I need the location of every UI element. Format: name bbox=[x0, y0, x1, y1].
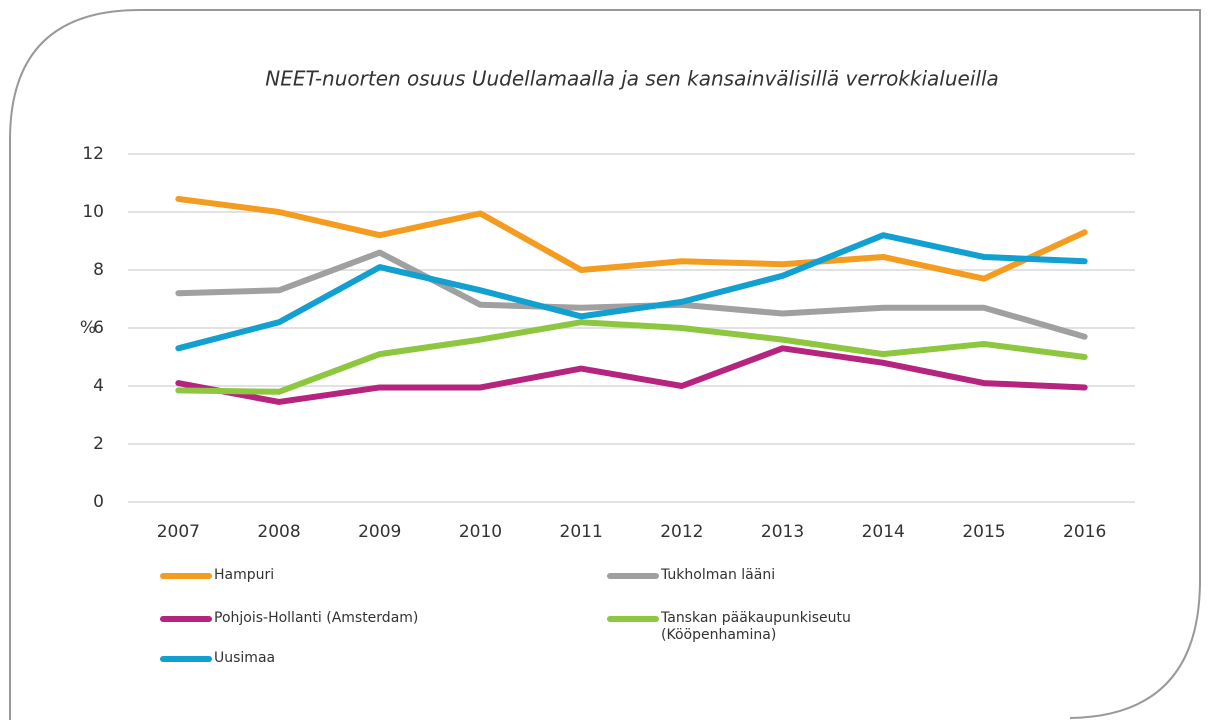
frame bbox=[9, 9, 1201, 720]
legend-item: Pohjois-Hollanti (Amsterdam) bbox=[160, 610, 514, 627]
legend-label: Tanskan pääkaupunkiseutu (Kööpenhamina) bbox=[661, 610, 851, 643]
x-tick-label: 2011 bbox=[560, 522, 603, 542]
y-tick-label: 12 bbox=[82, 144, 104, 164]
x-tick-label: 2009 bbox=[358, 522, 401, 542]
legend-swatch bbox=[160, 573, 212, 579]
legend-item: Hampuri bbox=[160, 567, 514, 584]
legend-item: Uusimaa bbox=[160, 650, 514, 667]
x-tick-label: 2016 bbox=[1063, 522, 1106, 542]
legend-swatch bbox=[160, 616, 212, 622]
series-line bbox=[175, 195, 1088, 282]
x-tick-label: 2007 bbox=[157, 522, 200, 542]
legend-swatch bbox=[607, 573, 659, 579]
y-tick-label: 8 bbox=[93, 260, 104, 280]
x-tick-label: 2008 bbox=[257, 522, 300, 542]
y-tick-label: 0 bbox=[93, 492, 104, 512]
chart-title: NEET-nuorten osuus Uudellamaalla ja sen … bbox=[265, 67, 999, 91]
legend-item: Tanskan pääkaupunkiseutu (Kööpenhamina) bbox=[607, 610, 891, 644]
x-tick-label: 2015 bbox=[962, 522, 1005, 542]
legend-label: Hampuri bbox=[214, 567, 275, 583]
x-tick-label: 2012 bbox=[660, 522, 703, 542]
legend-swatch bbox=[607, 616, 659, 622]
y-tick-label: 2 bbox=[93, 434, 104, 454]
legend-label: Pohjois-Hollanti (Amsterdam) bbox=[214, 610, 419, 626]
x-tick-label: 2014 bbox=[862, 522, 905, 542]
y-tick-label: 10 bbox=[82, 202, 104, 222]
y-tick-label: 6 bbox=[93, 318, 104, 338]
legend-swatch bbox=[160, 656, 212, 662]
legend-label: Tukholman lääni bbox=[661, 567, 776, 583]
y-axis-label: % bbox=[80, 318, 96, 338]
legend-item: Tukholman lääni bbox=[607, 567, 891, 584]
series-line bbox=[175, 232, 1088, 352]
y-tick-label: 4 bbox=[93, 376, 104, 396]
series-line bbox=[175, 319, 1088, 395]
legend-label: Uusimaa bbox=[214, 650, 276, 666]
x-tick-label: 2013 bbox=[761, 522, 804, 542]
series-line bbox=[175, 345, 1088, 405]
x-tick-label: 2010 bbox=[459, 522, 502, 542]
